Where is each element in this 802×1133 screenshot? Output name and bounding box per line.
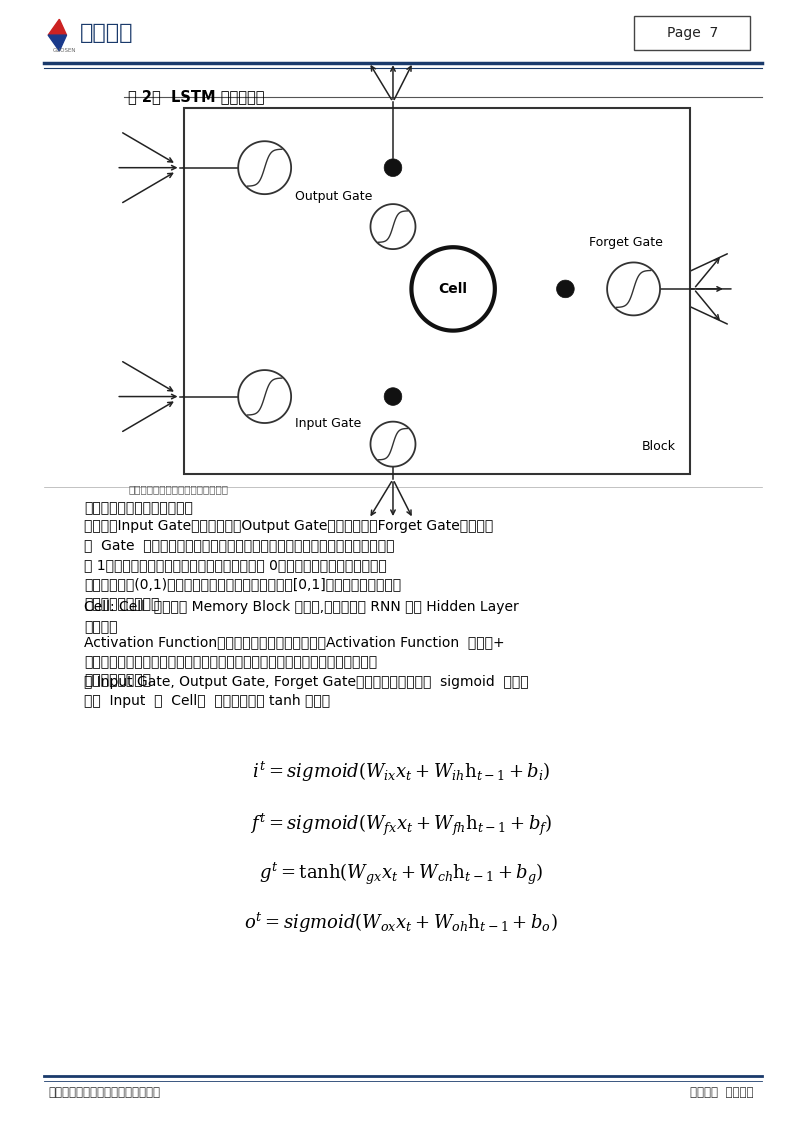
Text: 资料来源：国信证券经纪研究所整理: 资料来源：国信证券经纪研究所整理	[128, 484, 229, 494]
Text: 国信证券: 国信证券	[80, 23, 134, 43]
Polygon shape	[48, 19, 67, 35]
Polygon shape	[238, 370, 291, 423]
Polygon shape	[48, 35, 67, 51]
Polygon shape	[411, 247, 495, 331]
Text: Activation Function：图中多处出现了激活函数（Activation Function  小圆圈+
某种激活函数曲线的图案），对这些激活函数的选: Activation Function：图中多处出现了激活函数（Activati…	[84, 636, 529, 708]
Text: Forget Gate: Forget Gate	[589, 236, 662, 249]
FancyBboxPatch shape	[184, 108, 690, 474]
Text: $i^t = sigmoid(W_{ix}x_t + W_{ih}\mathrm{h}_{t-1} + b_i)$: $i^t = sigmoid(W_{ix}x_t + W_{ih}\mathrm…	[252, 760, 550, 784]
Text: 先对其中结构进行简要介绍：: 先对其中结构进行简要介绍：	[84, 501, 193, 514]
Text: $o^t = sigmoid(W_{ox}x_t + W_{oh}\mathrm{h}_{t-1} + b_o)$: $o^t = sigmoid(W_{ox}x_t + W_{oh}\mathrm…	[244, 911, 558, 935]
Polygon shape	[384, 159, 402, 177]
Text: 其具体公式如下：: 其具体公式如下：	[84, 673, 152, 687]
Polygon shape	[384, 387, 402, 406]
Text: GUOSEN: GUOSEN	[53, 49, 77, 53]
Text: $f^t = sigmoid(W_{fx}x_t + W_{fh}\mathrm{h}_{t-1} + b_f)$: $f^t = sigmoid(W_{fx}x_t + W_{fh}\mathrm…	[249, 811, 553, 837]
Text: $g^t = \tanh(W_{gx}x_t + W_{ch}\mathrm{h}_{t-1} + b_g)$: $g^t = \tanh(W_{gx}x_t + W_{ch}\mathrm{h…	[259, 861, 543, 887]
Text: 全球视野  本土智慧: 全球视野 本土智慧	[691, 1085, 754, 1099]
Polygon shape	[371, 204, 415, 249]
Text: Cell: Cell	[439, 282, 468, 296]
Text: 图 2：  LSTM 的单元结构: 图 2： LSTM 的单元结构	[128, 90, 265, 104]
Text: Input Gate: Input Gate	[295, 417, 362, 429]
Polygon shape	[238, 142, 291, 194]
Polygon shape	[557, 280, 574, 298]
FancyBboxPatch shape	[634, 16, 750, 50]
Text: 请务必阅读正文之后的免责条款部分: 请务必阅读正文之后的免责条款部分	[48, 1085, 160, 1099]
Text: Block: Block	[642, 441, 675, 453]
Text: Page  7: Page 7	[666, 26, 718, 40]
Text: Output Gate: Output Gate	[295, 190, 372, 203]
Polygon shape	[371, 421, 415, 467]
Polygon shape	[607, 263, 660, 315]
Text: Cell: Cell  表示当前 Memory Block 的状态,对应于原始 RNN 中的 Hidden Layer
的神经元: Cell: Cell 表示当前 Memory Block 的状态,对应于原始 R…	[84, 600, 519, 634]
Text: 输入门（Input Gate），输出门（Output Gate），忘记门（Forget Gate）：这三
个  Gate  本质上就是权值，形象地说，类似电路中: 输入门（Input Gate），输出门（Output Gate），忘记门（For…	[84, 519, 493, 611]
